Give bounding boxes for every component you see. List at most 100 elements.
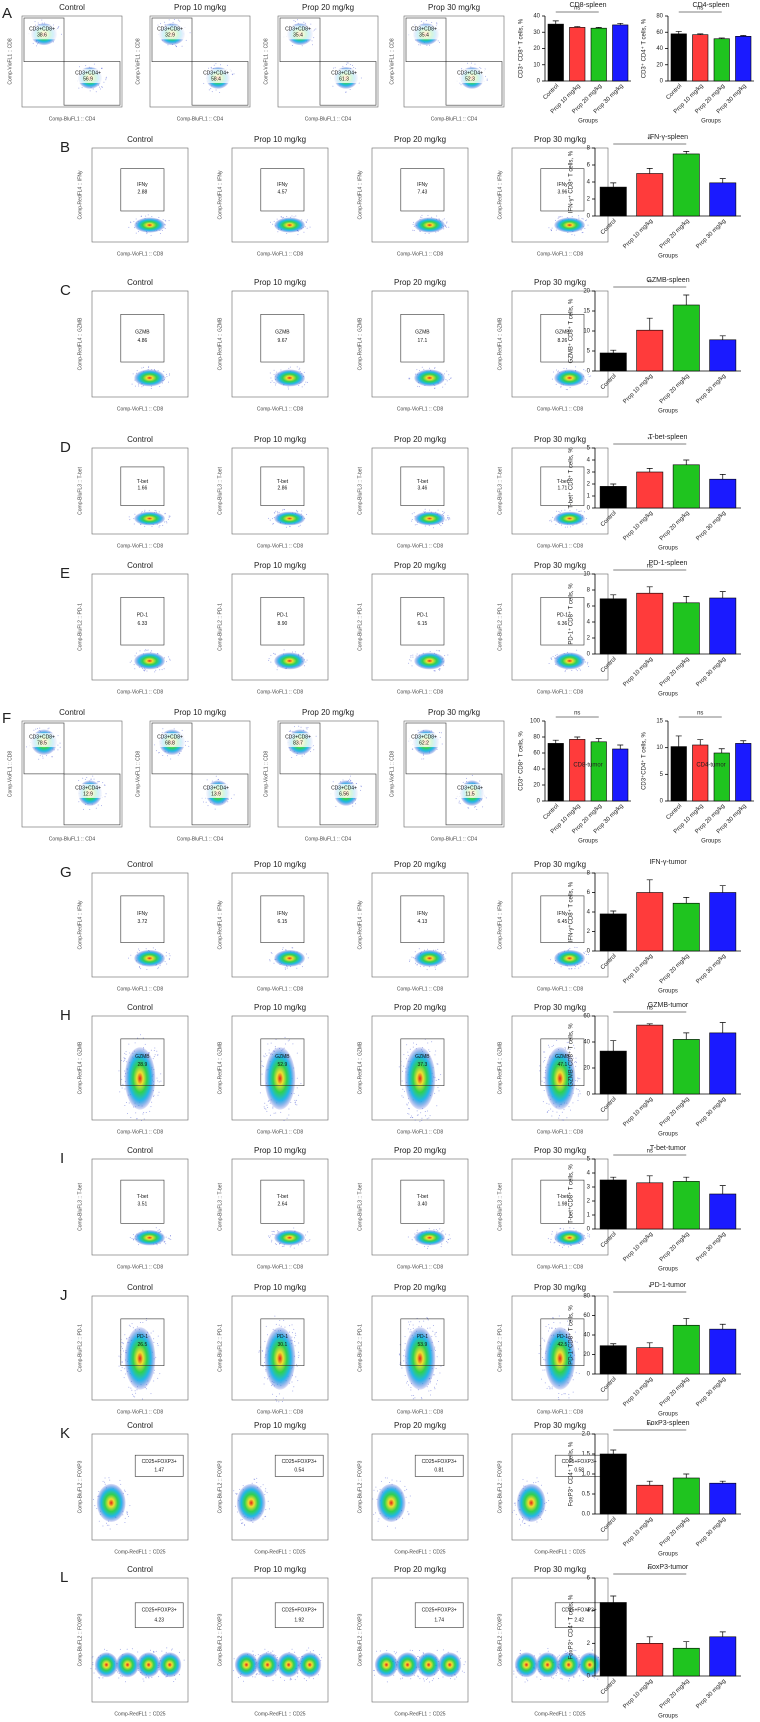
event-dot bbox=[436, 1368, 437, 1369]
event-dot bbox=[57, 28, 58, 29]
event-dot bbox=[581, 511, 582, 512]
event-dot bbox=[127, 1513, 128, 1514]
gate-name: IFNy bbox=[137, 911, 148, 917]
event-dot bbox=[387, 1681, 388, 1682]
event-dot bbox=[448, 374, 449, 375]
bar bbox=[600, 599, 626, 654]
event-dot bbox=[273, 1231, 274, 1232]
event-dot bbox=[417, 1230, 418, 1231]
y-tick-label: 20 bbox=[583, 289, 590, 295]
event-dot bbox=[439, 668, 440, 669]
event-dot bbox=[387, 1477, 388, 1478]
x-axis-label: Comp-VioFL1 :: CD8 bbox=[397, 689, 444, 695]
gate-value: 4.57 bbox=[278, 190, 288, 196]
event-dot bbox=[145, 216, 146, 217]
event-dot bbox=[271, 953, 272, 954]
x-tick-label: Prop 10 mg/kg bbox=[622, 1516, 654, 1548]
event-dot bbox=[560, 1673, 561, 1674]
event-dot bbox=[572, 1102, 573, 1103]
event-dot bbox=[135, 1112, 136, 1113]
event-dot bbox=[587, 662, 588, 663]
error-bar bbox=[683, 596, 689, 602]
x-tick-label: Prop 30 mg/kg bbox=[695, 1376, 727, 1408]
event-dot bbox=[33, 730, 34, 731]
event-dot bbox=[457, 1651, 458, 1652]
event-dot bbox=[435, 1665, 436, 1666]
error-bar bbox=[683, 897, 689, 903]
event-dot bbox=[572, 525, 573, 526]
error-bar bbox=[720, 1324, 726, 1329]
density bbox=[554, 950, 585, 967]
error-bar bbox=[574, 737, 580, 739]
y-tick-label: 40 bbox=[533, 14, 540, 20]
event-dot bbox=[541, 1081, 542, 1082]
event-dot bbox=[549, 1327, 550, 1328]
event-dot bbox=[418, 730, 419, 731]
event-dot bbox=[553, 1678, 554, 1679]
event-dot bbox=[568, 1106, 569, 1107]
y-axis-label: Comp-BluFL2 :: FOXP3 bbox=[217, 1460, 223, 1513]
x-tick-label: Prop 10 mg/kg bbox=[622, 373, 654, 405]
event-dot bbox=[166, 955, 167, 956]
event-dot bbox=[178, 755, 179, 756]
event-dot bbox=[142, 1399, 143, 1400]
density bbox=[95, 1652, 118, 1677]
event-dot bbox=[584, 953, 585, 954]
event-dot bbox=[557, 654, 558, 655]
event-dot bbox=[415, 963, 416, 964]
event-dot bbox=[310, 1651, 311, 1652]
density bbox=[134, 369, 165, 386]
event-dot bbox=[571, 968, 572, 969]
event-dot bbox=[289, 1332, 290, 1333]
event-dot bbox=[140, 650, 141, 651]
event-dot bbox=[166, 661, 167, 662]
gate-name: PD-1 bbox=[417, 613, 429, 619]
event-dot bbox=[577, 1081, 578, 1082]
event-dot bbox=[271, 1043, 272, 1044]
event-dot bbox=[133, 1396, 134, 1397]
event-dot bbox=[151, 388, 152, 389]
event-dot bbox=[299, 1657, 300, 1658]
event-dot bbox=[427, 1678, 428, 1679]
event-dot bbox=[430, 1382, 431, 1383]
event-dot bbox=[377, 1491, 378, 1492]
density bbox=[414, 652, 445, 669]
event-dot bbox=[429, 45, 430, 46]
event-dot bbox=[137, 1326, 138, 1327]
density bbox=[298, 1652, 321, 1677]
event-dot bbox=[105, 1484, 106, 1485]
plot-title: Control bbox=[127, 1003, 153, 1012]
event-dot bbox=[160, 1231, 161, 1232]
event-dot bbox=[58, 735, 59, 736]
bar bbox=[600, 1051, 626, 1094]
x-axis-label: Comp-VioFL1 :: CD8 bbox=[397, 406, 444, 412]
event-dot bbox=[436, 1080, 437, 1081]
gate-name: IFNy bbox=[277, 182, 288, 188]
event-dot bbox=[306, 514, 307, 515]
event-dot bbox=[350, 780, 351, 781]
event-dot bbox=[307, 228, 308, 229]
gate-value: 56.9 bbox=[83, 76, 93, 82]
event-dot bbox=[554, 963, 555, 964]
y-axis-label: Comp-BluFL3 :: T-bet bbox=[77, 467, 83, 515]
event-dot bbox=[558, 1397, 559, 1398]
event-dot bbox=[118, 1678, 119, 1679]
event-dot bbox=[550, 658, 551, 659]
event-dot bbox=[98, 1491, 99, 1492]
event-dot bbox=[407, 1381, 408, 1382]
event-dot bbox=[404, 1091, 405, 1092]
event-dot bbox=[172, 1649, 173, 1650]
event-dot bbox=[139, 950, 140, 951]
gate-value: 4.13 bbox=[418, 919, 428, 925]
event-dot bbox=[543, 1061, 544, 1062]
event-dot bbox=[552, 1386, 553, 1387]
event-dot bbox=[102, 782, 103, 783]
x-tick-label: Prop 10 mg/kg bbox=[622, 1231, 654, 1263]
y-axis-label: Comp-BluFL2 :: PD-1 bbox=[217, 603, 223, 651]
event-dot bbox=[240, 1519, 241, 1520]
event-dot bbox=[313, 37, 314, 38]
event-dot bbox=[106, 1523, 107, 1524]
event-dot bbox=[563, 1109, 564, 1110]
event-dot bbox=[154, 1047, 155, 1048]
event-dot bbox=[541, 1519, 542, 1520]
